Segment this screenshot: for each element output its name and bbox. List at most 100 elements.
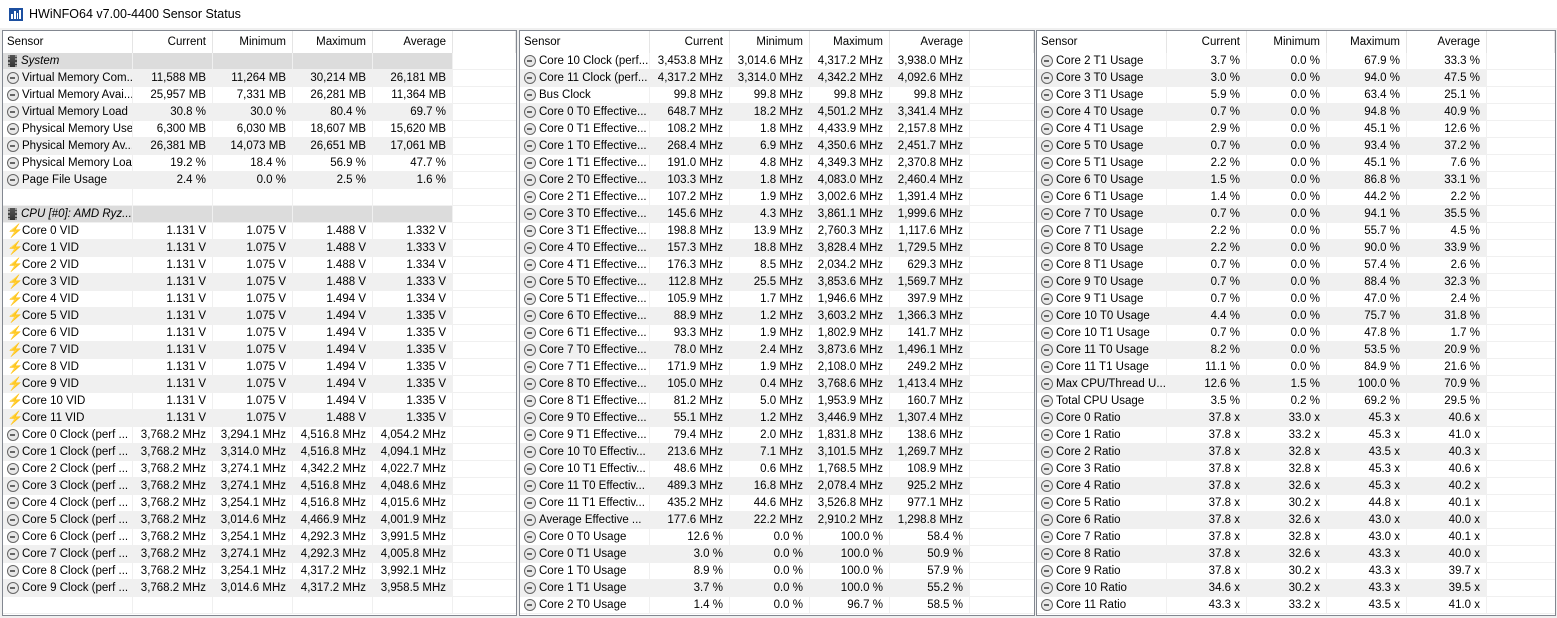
sensor-row[interactable]: Core 8 T1 Usage 0.7 % 0.0 % 57.4 % 2.6 % (1037, 257, 1555, 274)
sensor-row[interactable]: Core 4 T0 Usage 0.7 % 0.0 % 94.8 % 40.9 % (1037, 104, 1555, 121)
sensor-row[interactable]: Core 10 T1 Effectiv... 48.6 MHz 0.6 MHz 1,7… (520, 461, 1034, 478)
sensor-row[interactable]: Core 10 T0 Effectiv... 213.6 MHz 7.1 MHz 3,… (520, 444, 1034, 461)
sensor-row[interactable]: Core 10 T0 Usage 4.4 % 0.0 % 75.7 % 31.8 % (1037, 308, 1555, 325)
column-header-minimum[interactable]: Minimum (1247, 31, 1327, 53)
column-header-average[interactable]: Average (890, 31, 970, 53)
sensor-row[interactable]: Core 4 T1 Effective... 176.3 MHz 8.5 MHz 2,… (520, 257, 1034, 274)
sensor-row[interactable]: Core 9 T0 Effective... 55.1 MHz 1.2 MHz 3,4… (520, 410, 1034, 427)
sensor-row[interactable]: Core 6 T0 Usage 1.5 % 0.0 % 86.8 % 33.1 % (1037, 172, 1555, 189)
sensor-row[interactable]: Core 8 T1 Effective... 81.2 MHz 5.0 MHz 1,9… (520, 393, 1034, 410)
sensor-row[interactable]: Core 11 T0 Usage 8.2 % 0.0 % 53.5 % 20.9 % (1037, 342, 1555, 359)
sensor-row[interactable]: Core 4 Clock (perf ... 3,768.2 MHz 3,254.1… (3, 495, 516, 512)
sensor-row[interactable]: Core 0 T1 Usage 3.0 % 0.0 % 100.0 % 50.9 % (520, 546, 1034, 563)
sensor-row[interactable]: Core 0 T1 Effective... 108.2 MHz 1.8 MHz 4,… (520, 121, 1034, 138)
sensor-row[interactable]: Core 3 T1 Usage 5.9 % 0.0 % 63.4 % 25.1 % (1037, 87, 1555, 104)
sensor-row[interactable]: Core 9 Ratio 37.8 x 30.2 x 43.3 x 39.7 x (1037, 563, 1555, 580)
sensor-row[interactable]: Core 7 Clock (perf ... 3,768.2 MHz 3,274.1… (3, 546, 516, 563)
sensor-row[interactable]: Core 0 Ratio 37.8 x 33.0 x 45.3 x 40.6 x (1037, 410, 1555, 427)
sensor-row[interactable]: Core 4 T1 Usage 2.9 % 0.0 % 45.1 % 12.6 % (1037, 121, 1555, 138)
sensor-row[interactable]: Average Effective ... 177.6 MHz 22.2 MHz 2,… (520, 512, 1034, 529)
sensor-row[interactable]: Core 8 Ratio 37.8 x 32.6 x 43.3 x 40.0 x (1037, 546, 1555, 563)
sensor-group-row[interactable]: System (3, 53, 516, 70)
sensor-row[interactable]: Core 8 T0 Usage 2.2 % 0.0 % 90.0 % 33.9 % (1037, 240, 1555, 257)
sensor-row[interactable]: Core 3 T0 Effective... 145.6 MHz 4.3 MHz 3,… (520, 206, 1034, 223)
sensor-row[interactable]: Core 1 T0 Usage 8.9 % 0.0 % 100.0 % 57.9 % (520, 563, 1034, 580)
sensor-row[interactable]: Core 7 T1 Usage 2.2 % 0.0 % 55.7 % 4.5 % (1037, 223, 1555, 240)
sensor-row[interactable]: Core 11 T1 Effectiv... 435.2 MHz 44.6 MHz 3… (520, 495, 1034, 512)
sensor-row[interactable]: Virtual Memory Com... 11,588 MB 11,264 MB 3… (3, 70, 516, 87)
sensor-row[interactable]: Core 7 T0 Effective... 78.0 MHz 2.4 MHz 3,8… (520, 342, 1034, 359)
sensor-row[interactable]: Core 2 Ratio 37.8 x 32.8 x 43.5 x 40.3 x (1037, 444, 1555, 461)
sensor-row[interactable]: ⚡ Core 6 VID 1.131 V 1.075 V 1.494 V 1.335 V (3, 325, 516, 342)
sensor-row[interactable]: Core 5 T1 Effective... 105.9 MHz 1.7 MHz 1,… (520, 291, 1034, 308)
sensor-row[interactable]: Core 9 T1 Effective... 79.4 MHz 2.0 MHz 1,8… (520, 427, 1034, 444)
sensor-row[interactable]: Core 8 Clock (perf ... 3,768.2 MHz 3,254.1… (3, 563, 516, 580)
column-header-maximum[interactable]: Maximum (810, 31, 890, 53)
column-header-sensor[interactable]: Sensor (520, 31, 650, 53)
column-header-current[interactable]: Current (133, 31, 213, 53)
column-header-sensor[interactable]: Sensor (3, 31, 133, 53)
sensor-row[interactable]: Physical Memory Load 19.2 % 18.4 % 56.9 % 47… (3, 155, 516, 172)
sensor-row[interactable]: Core 5 T0 Usage 0.7 % 0.0 % 93.4 % 37.2 % (1037, 138, 1555, 155)
sensor-row[interactable]: ⚡ Core 7 VID 1.131 V 1.075 V 1.494 V 1.335 V (3, 342, 516, 359)
sensor-row[interactable]: Core 9 T1 Usage 0.7 % 0.0 % 47.0 % 2.4 % (1037, 291, 1555, 308)
sensor-row[interactable]: Core 0 T0 Effective... 648.7 MHz 18.2 MHz 4… (520, 104, 1034, 121)
sensor-row[interactable]: Core 5 Clock (perf ... 3,768.2 MHz 3,014.6… (3, 512, 516, 529)
column-header-average[interactable]: Average (373, 31, 453, 53)
sensor-row[interactable]: Virtual Memory Load 30.8 % 30.0 % 80.4 % 69.… (3, 104, 516, 121)
sensor-group-row[interactable]: CPU [#0]: AMD Ryz... (3, 206, 516, 223)
empty-row[interactable] (3, 189, 516, 206)
sensor-row[interactable]: Max CPU/Thread U... 12.6 % 1.5 % 100.0 % 70.… (1037, 376, 1555, 393)
sensor-row[interactable]: Core 11 Ratio 43.3 x 33.2 x 43.5 x 41.0 x (1037, 597, 1555, 614)
sensor-row[interactable]: ⚡ Core 8 VID 1.131 V 1.075 V 1.494 V 1.335 V (3, 359, 516, 376)
sensor-row[interactable]: Core 10 T1 Usage 0.7 % 0.0 % 47.8 % 1.7 % (1037, 325, 1555, 342)
sensor-row[interactable]: ⚡ Core 2 VID 1.131 V 1.075 V 1.488 V 1.334 V (3, 257, 516, 274)
sensor-row[interactable]: Core 3 T1 Effective... 198.8 MHz 13.9 MHz 2… (520, 223, 1034, 240)
sensor-row[interactable]: Core 10 Ratio 34.6 x 30.2 x 43.3 x 39.5 x (1037, 580, 1555, 597)
empty-row[interactable] (3, 597, 516, 614)
column-header-current[interactable]: Current (1167, 31, 1247, 53)
sensor-row[interactable]: Core 11 T1 Usage 11.1 % 0.0 % 84.9 % 21.6 % (1037, 359, 1555, 376)
sensor-row[interactable]: Core 9 Clock (perf ... 3,768.2 MHz 3,014.6… (3, 580, 516, 597)
sensor-panel-middle[interactable]: Sensor Current Minimum Maximum Average Core 1… (519, 30, 1035, 616)
sensor-row[interactable]: Core 1 T0 Effective... 268.4 MHz 6.9 MHz 4,… (520, 138, 1034, 155)
sensor-row[interactable]: ⚡ Core 10 VID 1.131 V 1.075 V 1.494 V 1.335 V (3, 393, 516, 410)
sensor-row[interactable]: Core 7 T0 Usage 0.7 % 0.0 % 94.1 % 35.5 % (1037, 206, 1555, 223)
sensor-row[interactable]: Core 11 T0 Effectiv... 489.3 MHz 16.8 MHz 2… (520, 478, 1034, 495)
sensor-row[interactable]: Core 3 Ratio 37.8 x 32.8 x 45.3 x 40.6 x (1037, 461, 1555, 478)
column-header-maximum[interactable]: Maximum (293, 31, 373, 53)
sensor-row[interactable]: ⚡ Core 9 VID 1.131 V 1.075 V 1.494 V 1.335 V (3, 376, 516, 393)
sensor-row[interactable]: Core 10 Clock (perf... 3,453.8 MHz 3,014.6… (520, 53, 1034, 70)
sensor-row[interactable]: Core 11 Clock (perf... 4,317.2 MHz 3,314.0… (520, 70, 1034, 87)
sensor-row[interactable]: Total CPU Usage 3.5 % 0.2 % 69.2 % 29.5 % (1037, 393, 1555, 410)
sensor-row[interactable]: Core 8 T0 Effective... 105.0 MHz 0.4 MHz 3,… (520, 376, 1034, 393)
sensor-row[interactable]: Core 1 T1 Usage 3.7 % 0.0 % 100.0 % 55.2 % (520, 580, 1034, 597)
sensor-row[interactable]: Core 2 T1 Effective... 107.2 MHz 1.9 MHz 3,… (520, 189, 1034, 206)
sensor-row[interactable]: ⚡ Core 3 VID 1.131 V 1.075 V 1.488 V 1.333 V (3, 274, 516, 291)
sensor-row[interactable]: Core 2 T0 Effective... 103.3 MHz 1.8 MHz 4,… (520, 172, 1034, 189)
column-header-minimum[interactable]: Minimum (730, 31, 810, 53)
sensor-row[interactable]: Core 5 Ratio 37.8 x 30.2 x 44.8 x 40.1 x (1037, 495, 1555, 512)
sensor-row[interactable]: Core 6 T1 Usage 1.4 % 0.0 % 44.2 % 2.2 % (1037, 189, 1555, 206)
sensor-panel-right[interactable]: Sensor Current Minimum Maximum Average Core 2… (1036, 30, 1556, 616)
sensor-row[interactable]: Core 0 Clock (perf ... 3,768.2 MHz 3,294.1… (3, 427, 516, 444)
sensor-row[interactable]: Physical Memory Used 6,300 MB 6,030 MB 18,6… (3, 121, 516, 138)
sensor-row[interactable]: Virtual Memory Avai... 25,957 MB 7,331 MB 2… (3, 87, 516, 104)
sensor-row[interactable]: ⚡ Core 5 VID 1.131 V 1.075 V 1.494 V 1.335 V (3, 308, 516, 325)
sensor-row[interactable]: Core 5 T0 Effective... 112.8 MHz 25.5 MHz 3… (520, 274, 1034, 291)
sensor-row[interactable]: Core 5 T1 Usage 2.2 % 0.0 % 45.1 % 7.6 % (1037, 155, 1555, 172)
sensor-row[interactable]: Physical Memory Av... 26,381 MB 14,073 MB 2… (3, 138, 516, 155)
column-header-current[interactable]: Current (650, 31, 730, 53)
column-header-minimum[interactable]: Minimum (213, 31, 293, 53)
sensor-row[interactable]: Core 0 T0 Usage 12.6 % 0.0 % 100.0 % 58.4 % (520, 529, 1034, 546)
sensor-row[interactable]: Core 7 T1 Effective... 171.9 MHz 1.9 MHz 2,… (520, 359, 1034, 376)
sensor-panel-left[interactable]: Sensor Current Minimum Maximum Average System… (2, 30, 517, 616)
sensor-row[interactable]: Core 3 Clock (perf ... 3,768.2 MHz 3,274.1… (3, 478, 516, 495)
sensor-row[interactable]: Core 7 Ratio 37.8 x 32.8 x 43.0 x 40.1 x (1037, 529, 1555, 546)
sensor-row[interactable]: Core 1 Clock (perf ... 3,768.2 MHz 3,314.0… (3, 444, 516, 461)
sensor-row[interactable]: Core 9 T0 Usage 0.7 % 0.0 % 88.4 % 32.3 % (1037, 274, 1555, 291)
sensor-row[interactable]: ⚡ Core 11 VID 1.131 V 1.075 V 1.488 V 1.335 V (3, 410, 516, 427)
sensor-row[interactable]: Core 6 T1 Effective... 93.3 MHz 1.9 MHz 1,8… (520, 325, 1034, 342)
column-header-maximum[interactable]: Maximum (1327, 31, 1407, 53)
sensor-row[interactable]: Core 2 T0 Usage 1.4 % 0.0 % 96.7 % 58.5 % (520, 597, 1034, 614)
